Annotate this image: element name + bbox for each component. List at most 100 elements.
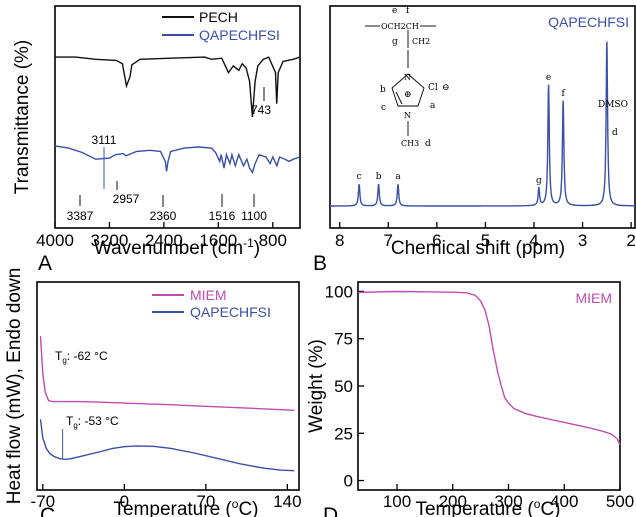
structure-label-b: b bbox=[380, 85, 386, 95]
panel-a-annotation-label: 1100 bbox=[241, 209, 267, 223]
structure-label-g: g bbox=[392, 37, 398, 47]
panel-a-annotation-label: 3387 bbox=[67, 209, 94, 223]
panel-a-annotation-label: 2957 bbox=[113, 192, 140, 206]
panel-c-legend-label: MIEM bbox=[190, 287, 227, 303]
panel-b-peak-label: c bbox=[357, 172, 362, 182]
panel-c-x-axis-label-sup: o bbox=[232, 497, 239, 511]
panel-c-label: C bbox=[40, 504, 55, 517]
panel-c-x-tick-label: -70 bbox=[31, 492, 56, 511]
panel-a-frame bbox=[54, 5, 301, 229]
panel-a-x-tick-label: 2400 bbox=[145, 231, 183, 250]
panel-c-series-1-line bbox=[39, 419, 295, 472]
structure-label-ch2: CH2 bbox=[412, 37, 430, 46]
panel-c-annotation-tg-miem: Tg: -62 °C bbox=[55, 349, 108, 365]
panel-d-y-tick-label: 100 bbox=[325, 282, 353, 301]
panel-c-series-0-line bbox=[39, 336, 295, 411]
panel-a-series-1-line bbox=[54, 145, 301, 175]
panel-d-x-tick-label: 200 bbox=[439, 492, 467, 511]
panel-b-x-tick-label: 6 bbox=[432, 231, 441, 250]
panel-d-x-axis-label-part: Temperature ( bbox=[415, 499, 534, 517]
panel-a-legend-label: QAPECHFSI bbox=[199, 27, 280, 43]
panel-b-x-axis-label: Chemical shift (ppm) bbox=[391, 238, 565, 259]
panel-c-x-axis-label-part: Temperature ( bbox=[113, 499, 232, 517]
panel-d-frame bbox=[357, 281, 621, 491]
panel-c-legend-label: QAPECHFSI bbox=[190, 304, 271, 320]
structure-label-f: f bbox=[406, 6, 410, 16]
panel-b-structure: e f OCH2CH g CH2 b N Cl ⊖ ⊕ a c N CH3 d bbox=[365, 6, 450, 149]
structure-label-plus-charge: ⊕ bbox=[404, 90, 412, 100]
panel-d-label: D bbox=[323, 504, 338, 517]
panel-d-x-axis-label: Temperature (oC) bbox=[415, 497, 560, 517]
panel-c-x-axis-label-part2: C) bbox=[238, 499, 258, 517]
panel-c-annotation-sub: g bbox=[62, 356, 66, 365]
panel-a-y-axis-label: Transmittance (%) bbox=[12, 40, 33, 195]
panel-a-x-tick-label: 4000 bbox=[36, 231, 74, 250]
panel-a-x-axis-label-sup: -1 bbox=[243, 236, 254, 250]
panel-a-x-tick-label: 1600 bbox=[199, 231, 237, 250]
panel-b-title: QAPECHFSI bbox=[548, 14, 629, 30]
panel-c-x-tick-label: 70 bbox=[196, 492, 215, 511]
panel-a-annotation-label: 2360 bbox=[150, 209, 177, 223]
panel-a-legend-label: PECH bbox=[199, 9, 238, 25]
panel-b-x-tick-label: 3 bbox=[578, 231, 587, 250]
panel-a-annotation-label: 3111 bbox=[92, 133, 117, 147]
structure-label-a: a bbox=[430, 101, 436, 111]
structure-label-d: d bbox=[425, 139, 431, 149]
panel-c-x-axis-label: Temperature (oC) bbox=[113, 497, 258, 517]
panel-a-x-tick-label: 3200 bbox=[91, 231, 129, 250]
panel-b-x-tick-label: 5 bbox=[481, 231, 490, 250]
panel-c-x-tick-label: 140 bbox=[273, 492, 301, 511]
panel-d-x-tick-label: 300 bbox=[494, 492, 522, 511]
panel-d-x-axis-label-part2: C) bbox=[540, 499, 560, 517]
panel-c-annotation-sub: g bbox=[73, 421, 77, 430]
structure-double-bond bbox=[395, 91, 403, 105]
panel-b-x-tick-label: 4 bbox=[529, 231, 538, 250]
panel-b-peak-label: e bbox=[546, 73, 551, 83]
panel-c-y-axis-label: Heat flow (mW), Endo down bbox=[4, 268, 25, 505]
panel-b-extra-label: d bbox=[612, 128, 618, 138]
structure-label-e: e bbox=[392, 6, 397, 16]
structure-label-cl: Cl bbox=[428, 83, 438, 93]
panel-a-annotation-label: 1516 bbox=[209, 209, 236, 223]
panel-d-y-tick-label: 75 bbox=[334, 330, 353, 349]
panel-a-label: A bbox=[38, 252, 52, 275]
panel-c-frame bbox=[36, 281, 300, 491]
panel-a-x-axis-label-part: Wavenumber (cm bbox=[94, 238, 243, 259]
panel-b-peak-label: b bbox=[376, 172, 382, 182]
panel-b-peak-label: a bbox=[395, 172, 401, 182]
panel-b-peak-label: f bbox=[561, 89, 565, 99]
structure-ring bbox=[391, 73, 425, 107]
panel-d-legend-label: MIEM bbox=[575, 290, 612, 306]
panel-d-series-0-line bbox=[357, 290, 621, 445]
panel-b-label: B bbox=[313, 252, 327, 275]
panel-c-annotation-tg-qapechfsi: Tg: -53 °C bbox=[66, 414, 119, 430]
structure-label-n: N bbox=[404, 73, 411, 82]
panel-c-annotation-rest: : -62 °C bbox=[67, 349, 108, 363]
panel-c-annotation-rest: : -53 °C bbox=[78, 414, 119, 428]
panel-c-x-tick-label: 0 bbox=[120, 492, 129, 511]
panel-d-x-tick-label: 100 bbox=[383, 492, 411, 511]
panel-b-x-tick-label: 8 bbox=[335, 231, 344, 250]
structure-label-n2: N bbox=[404, 111, 411, 120]
panel-b-x-tick-label: 7 bbox=[384, 231, 393, 250]
panel-d-x-tick-label: 400 bbox=[550, 492, 578, 511]
panel-d-y-tick-label: 50 bbox=[334, 377, 353, 396]
panel-d-y-tick-label: 25 bbox=[334, 424, 353, 443]
panel-a-x-tick-label: 800 bbox=[259, 231, 287, 250]
panel-d-y-axis-label: Weight (%) bbox=[306, 339, 327, 433]
panel-b-spectrum-line bbox=[330, 41, 636, 207]
panel-d-y-tick-label: 0 bbox=[344, 472, 353, 491]
structure-label-och2ch: OCH2CH bbox=[381, 22, 419, 31]
panel-a-x-axis-label-part2: ) bbox=[254, 238, 260, 259]
panel-c: -70 0 70 140 Temperature (oC) Heat flow (mW),… bbox=[4, 268, 302, 517]
panel-b-peak-label: DMSO bbox=[598, 100, 628, 110]
panel-a-legend: PECH QAPECHFSI bbox=[162, 9, 280, 43]
panel-a-x-axis-label: Wavenumber (cm-1) bbox=[94, 236, 260, 259]
panel-b-frame bbox=[329, 5, 636, 229]
panel-a-annotation-label: 743 bbox=[251, 103, 271, 117]
structure-label-c: c bbox=[381, 103, 386, 113]
